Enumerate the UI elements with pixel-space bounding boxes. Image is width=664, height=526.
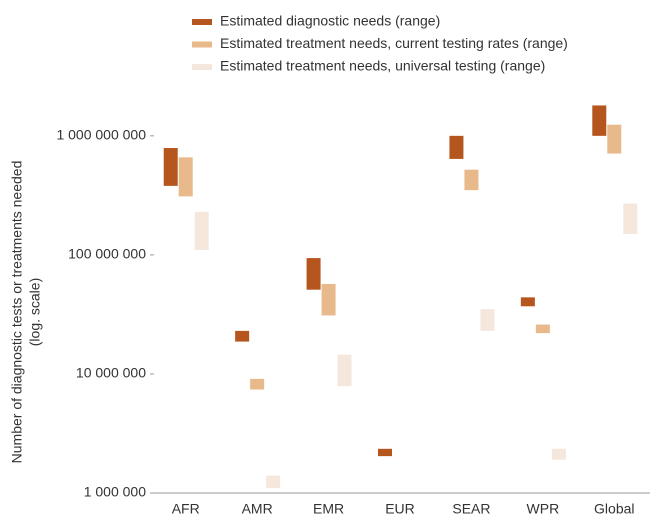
x-tick-label: Global <box>594 501 634 517</box>
legend-label: Estimated treatment needs, current testi… <box>220 35 568 51</box>
range-bar <box>480 309 495 331</box>
range-bar <box>194 211 209 250</box>
x-tick-label: SEAR <box>452 501 490 517</box>
range-bar <box>235 330 250 342</box>
legend-label: Estimated diagnostic needs (range) <box>220 13 440 29</box>
y-tick-label: 1 000 000 <box>84 484 146 500</box>
y-label-line: Number of diagnostic tests or treatments… <box>9 161 25 464</box>
legend-swatch <box>192 41 212 48</box>
range-bar <box>250 378 265 390</box>
range-bar <box>592 105 607 136</box>
range-bar <box>306 258 321 290</box>
x-tick-label: WPR <box>527 501 560 517</box>
x-tick-label: AMR <box>242 501 273 517</box>
range-bar <box>321 283 336 316</box>
y-tick-label: 100 000 000 <box>68 246 146 262</box>
range-bar <box>520 297 535 307</box>
x-tick-label: AFR <box>172 501 200 517</box>
y-tick-label: 10 000 000 <box>76 365 146 381</box>
legend-swatch <box>192 64 212 70</box>
range-bar <box>266 475 281 489</box>
range-bar <box>163 148 178 186</box>
legend-swatch <box>192 19 212 25</box>
x-tick-label: EUR <box>385 501 415 517</box>
y-tick-label: 1 000 000 000 <box>56 127 146 143</box>
range-bar <box>178 157 193 197</box>
range-bar <box>464 169 479 191</box>
range-bar <box>449 135 464 159</box>
range-bar <box>551 448 566 460</box>
x-tick-label: EMR <box>313 501 344 517</box>
y-label-line: (log. scale) <box>27 278 43 346</box>
range-bar <box>378 448 392 457</box>
legend-label: Estimated treatment needs, universal tes… <box>220 58 545 74</box>
range-bar <box>535 324 550 334</box>
range-bar <box>623 203 638 234</box>
y-axis-title: Number of diagnostic tests or treatments… <box>9 161 43 464</box>
range-bar <box>607 124 622 154</box>
range-bar <box>337 354 352 387</box>
